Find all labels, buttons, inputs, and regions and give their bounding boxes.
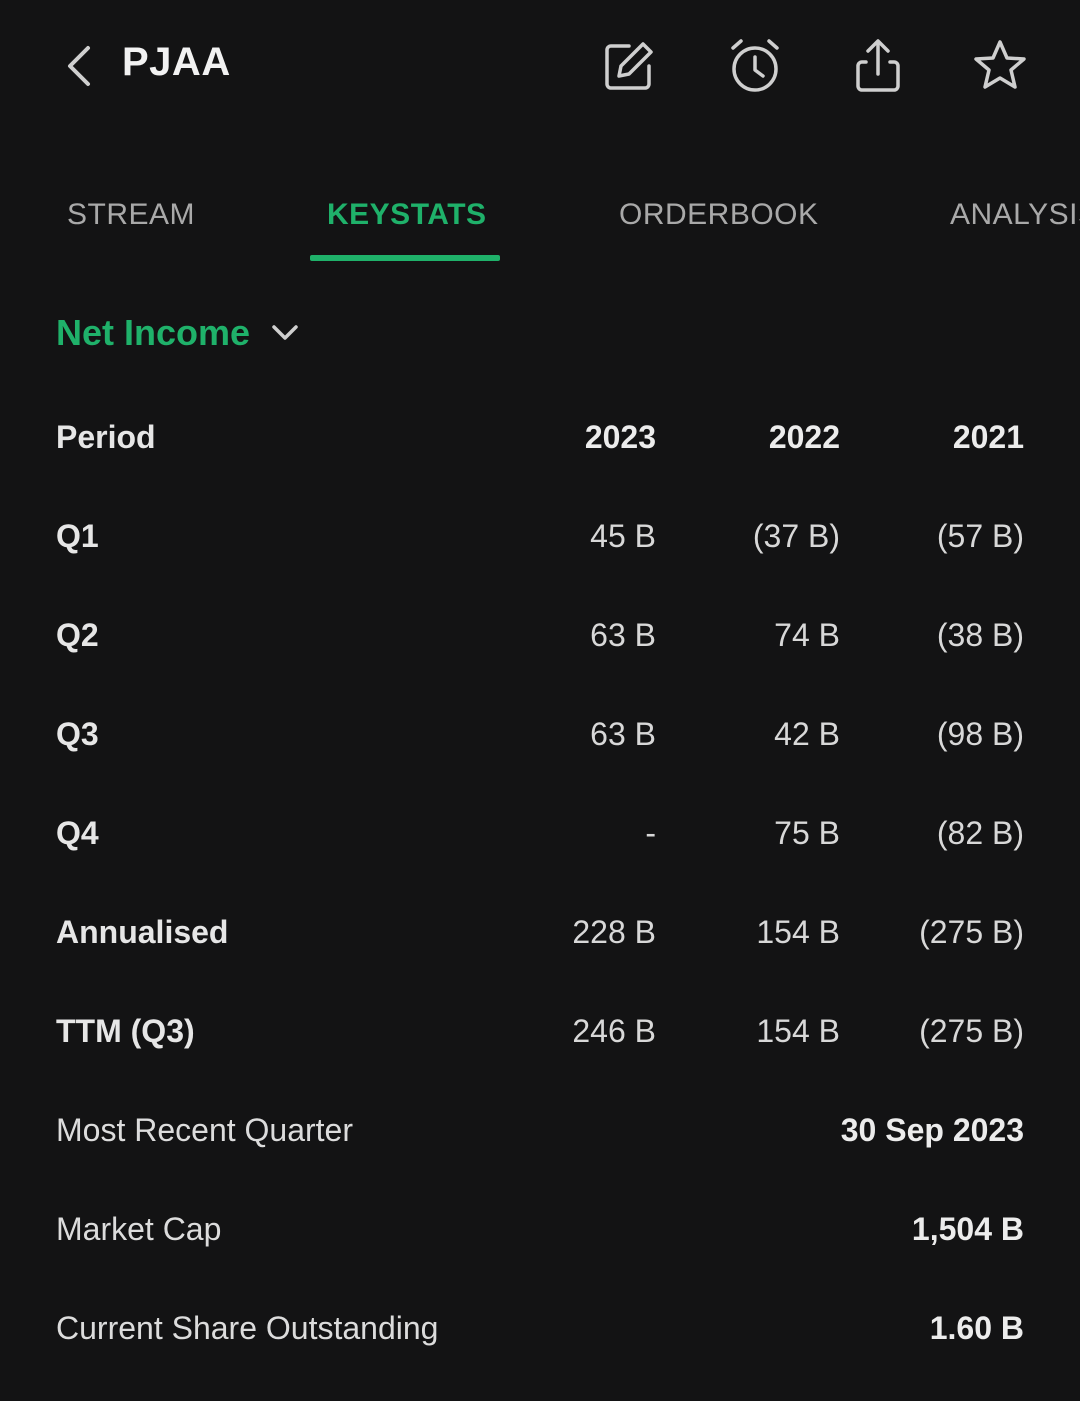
row-label: Q4: [56, 815, 99, 851]
star-icon: [974, 40, 1026, 89]
alarm-clock-icon: [731, 39, 779, 92]
cell-value: 246 B: [572, 1013, 656, 1049]
chevron-down-icon: [270, 318, 300, 348]
share-button[interactable]: [846, 34, 910, 98]
summary-value: 30 Sep 2023: [840, 1112, 1024, 1148]
tab-keystats[interactable]: KEYSTATS: [327, 198, 487, 231]
summary-label: Market Cap: [56, 1211, 222, 1247]
tab-orderbook[interactable]: ORDERBOOK: [619, 198, 819, 231]
cell-value: 154 B: [756, 914, 840, 950]
share-icon: [856, 39, 900, 92]
cell-value: 154 B: [756, 1013, 840, 1049]
cell-value: (275 B): [919, 914, 1024, 950]
cell-value: (98 B): [936, 716, 1024, 752]
cell-value: (82 B): [936, 815, 1024, 851]
cell-value: (57 B): [936, 518, 1024, 554]
summary-value: 1.60 B: [929, 1310, 1024, 1346]
table-row: Q1 45 B (37 B) (57 B): [0, 506, 1080, 566]
alarm-button[interactable]: [723, 34, 787, 98]
col-header-2022: 2022: [768, 419, 840, 455]
row-label: Q1: [56, 518, 99, 554]
cell-value: (37 B): [752, 518, 840, 554]
cell-value: 45 B: [590, 518, 656, 554]
app-header: PJAA: [0, 0, 1080, 140]
summary-row-most-recent-quarter: Most Recent Quarter 30 Sep 2023: [0, 1100, 1080, 1160]
edit-icon: [605, 42, 653, 90]
row-label: Q3: [56, 716, 99, 752]
table-row: Annualised 228 B 154 B (275 B): [0, 902, 1080, 962]
col-header-2023: 2023: [584, 419, 656, 455]
table-row: Q3 63 B 42 B (98 B): [0, 704, 1080, 764]
cell-value: (275 B): [919, 1013, 1024, 1049]
active-tab-indicator: [310, 255, 500, 261]
table-header-row: Period 2023 2022 2021: [0, 407, 1080, 467]
period-header: Period: [56, 419, 156, 455]
table-row: Q4 - 75 B (82 B): [0, 803, 1080, 863]
back-button[interactable]: [52, 38, 104, 94]
cell-value: (38 B): [936, 617, 1024, 653]
table-row: Q2 63 B 74 B (38 B): [0, 605, 1080, 665]
metric-label: Net Income: [56, 312, 251, 353]
row-label: Q2: [56, 617, 99, 653]
tab-stream[interactable]: STREAM: [67, 198, 196, 231]
row-label: Annualised: [56, 914, 229, 950]
summary-label: Current Share Outstanding: [56, 1310, 439, 1346]
watchlist-star-button[interactable]: [968, 34, 1032, 98]
cell-value: 63 B: [590, 716, 656, 752]
back-chevron-icon: [68, 46, 90, 86]
metric-selector[interactable]: Net Income: [56, 312, 300, 354]
tab-analysis[interactable]: ANALYSIS: [950, 198, 1080, 231]
summary-value: 1,504 B: [911, 1211, 1024, 1247]
cell-value: -: [645, 815, 656, 851]
summary-label: Most Recent Quarter: [56, 1112, 353, 1148]
cell-value: 228 B: [572, 914, 656, 950]
tab-bar: STREAM KEYSTATS ORDERBOOK ANALYSIS: [0, 180, 1080, 264]
summary-row-shares-outstanding: Current Share Outstanding 1.60 B: [0, 1298, 1080, 1358]
cell-value: 74 B: [774, 617, 840, 653]
table-row: TTM (Q3) 246 B 154 B (275 B): [0, 1001, 1080, 1061]
row-label: TTM (Q3): [56, 1013, 195, 1049]
col-header-2021: 2021: [952, 419, 1024, 455]
cell-value: 63 B: [590, 617, 656, 653]
cell-value: 75 B: [774, 815, 840, 851]
summary-row-market-cap: Market Cap 1,504 B: [0, 1199, 1080, 1259]
edit-button[interactable]: [597, 34, 661, 98]
cell-value: 42 B: [774, 716, 840, 752]
ticker-title: PJAA: [122, 40, 231, 84]
